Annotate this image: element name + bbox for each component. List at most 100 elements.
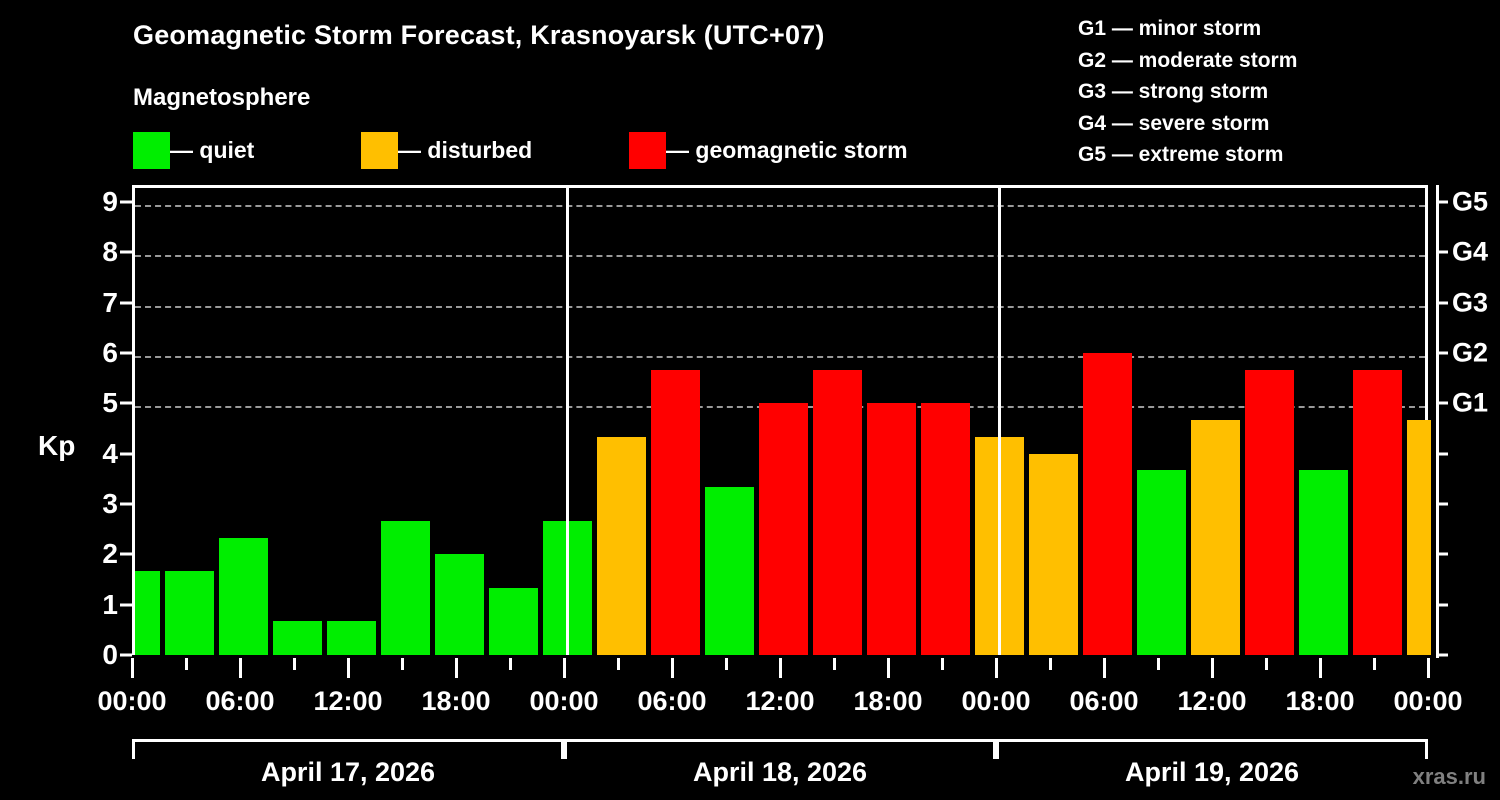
right-axis-line <box>1436 185 1439 658</box>
storm-scale-key: G1 — minor storm G2 — moderate storm G3 — … <box>1078 13 1297 171</box>
g-tick-label-G5: G5 <box>1452 186 1489 217</box>
g-tick-label-G3: G3 <box>1452 287 1489 318</box>
gridline-kp-6 <box>135 356 1425 358</box>
x-tick-minor-3 <box>292 658 296 670</box>
x-tick-minor-7 <box>508 658 512 670</box>
g-axis-tick-8 <box>1436 250 1448 254</box>
legend-label-2: — geomagnetic storm <box>666 136 908 163</box>
plot-area <box>132 185 1431 655</box>
gridline-kp-7 <box>135 305 1425 308</box>
bar-kp <box>704 487 754 655</box>
x-tick-major-16 <box>994 658 998 678</box>
x-tick-major-20 <box>1210 658 1214 678</box>
storm-scale-row-1: G1 — minor storm <box>1078 17 1262 40</box>
x-tick-major-24 <box>1426 658 1430 678</box>
legend-label-1: — disturbed <box>398 136 533 163</box>
legend-item-1: — disturbed <box>361 130 532 170</box>
x-tick-minor-1 <box>184 658 188 670</box>
g-axis-tick-5 <box>1436 401 1448 405</box>
y-tick-1 <box>120 603 132 607</box>
g-axis-tick-6 <box>1436 351 1448 355</box>
day-label-1: April 17, 2026 <box>260 757 436 787</box>
page-title: Geomagnetic Storm Forecast, Krasnoyarsk … <box>133 20 825 50</box>
x-tick-label-10: 12:00 <box>1177 686 1247 716</box>
g-axis-tick-9 <box>1436 200 1448 204</box>
storm-scale-row-4: G4 — severe storm <box>1078 111 1270 135</box>
bar-kp <box>1190 419 1240 655</box>
g-axis-tick-7 <box>1436 301 1448 305</box>
bar-kp <box>164 570 214 655</box>
x-tick-label-5: 06:00 <box>637 686 707 716</box>
g-axis-tick-2 <box>1436 552 1448 556</box>
x-tick-label-4: 00:00 <box>529 686 599 716</box>
bar-kp <box>135 570 160 655</box>
x-tick-major-10 <box>670 658 674 678</box>
legend-item-0: — quiet <box>133 130 254 170</box>
bar-kp <box>380 520 430 655</box>
bar-kp <box>596 437 646 655</box>
x-tick-minor-9 <box>616 658 620 670</box>
x-tick-major-22 <box>1318 658 1322 678</box>
g-tick-label-G1: G1 <box>1452 387 1489 418</box>
x-tick-label-11: 18:00 <box>1285 686 1355 716</box>
g-axis-tick-3 <box>1436 502 1448 506</box>
day-label-3: April 19, 2026 <box>1124 757 1300 787</box>
y-tick-label-1: 1 <box>102 588 118 620</box>
day-bracket-3 <box>996 739 1428 759</box>
day-bracket-2 <box>564 739 996 759</box>
x-tick-major-6 <box>454 658 458 678</box>
storm-scale-row-2: G2 — moderate storm <box>1078 48 1298 72</box>
y-tick-label-9: 9 <box>102 186 118 217</box>
bar-kp <box>272 621 322 655</box>
bar-kp <box>218 537 268 655</box>
bar-kp <box>866 403 916 655</box>
x-tick-minor-5 <box>400 658 404 670</box>
storm-scale-row-5: G5 — extreme storm <box>1078 143 1284 166</box>
x-tick-major-14 <box>886 658 890 678</box>
bar-kp <box>1352 369 1402 655</box>
x-tick-major-0 <box>130 658 134 678</box>
x-tick-major-12 <box>778 658 782 678</box>
y-tick-3 <box>120 502 132 506</box>
legend-label-0: — quiet <box>170 136 255 163</box>
chart-subtitle: Magnetosphere <box>133 84 311 111</box>
legend-swatch-storm <box>629 131 666 169</box>
day-separator-2 <box>997 188 1001 655</box>
g-tick-label-G2: G2 <box>1452 337 1489 368</box>
x-tick-label-7: 18:00 <box>853 686 923 716</box>
y-tick-5 <box>120 401 132 405</box>
g-axis-tick-4 <box>1436 452 1448 456</box>
y-tick-label-7: 7 <box>102 286 118 318</box>
bar-kp <box>920 403 970 655</box>
legend-swatch-disturbed <box>361 131 398 169</box>
x-tick-minor-13 <box>832 658 836 670</box>
x-tick-minor-21 <box>1264 658 1268 670</box>
x-tick-major-8 <box>562 658 566 678</box>
x-tick-major-2 <box>238 658 242 678</box>
y-tick-9 <box>120 200 132 204</box>
gridline-kp-8 <box>135 255 1425 258</box>
gridline-kp-9 <box>135 205 1425 207</box>
x-tick-minor-11 <box>724 658 728 670</box>
y-tick-label-4: 4 <box>102 437 118 469</box>
x-tick-label-8: 00:00 <box>961 686 1031 716</box>
bar-kp <box>488 588 538 655</box>
bar-kp <box>812 369 862 655</box>
x-tick-minor-19 <box>1156 658 1160 670</box>
x-tick-minor-17 <box>1048 658 1052 670</box>
bar-kp <box>1082 353 1132 655</box>
y-axis-title: Kp <box>38 430 76 461</box>
bar-kp <box>1298 470 1348 655</box>
y-tick-label-8: 8 <box>102 236 118 268</box>
x-tick-label-1: 06:00 <box>205 686 275 716</box>
y-tick-8 <box>120 250 132 254</box>
x-tick-label-2: 12:00 <box>313 686 383 716</box>
x-tick-label-12: 00:00 <box>1393 686 1463 716</box>
day-bracket-1 <box>132 739 564 759</box>
watermark: xras.ru <box>1412 764 1486 789</box>
bar-kp <box>1244 369 1294 655</box>
x-tick-major-18 <box>1102 658 1106 678</box>
x-tick-label-0: 00:00 <box>97 686 167 716</box>
storm-scale-row-3: G3 — strong storm <box>1078 80 1269 103</box>
x-tick-label-9: 06:00 <box>1069 686 1139 716</box>
